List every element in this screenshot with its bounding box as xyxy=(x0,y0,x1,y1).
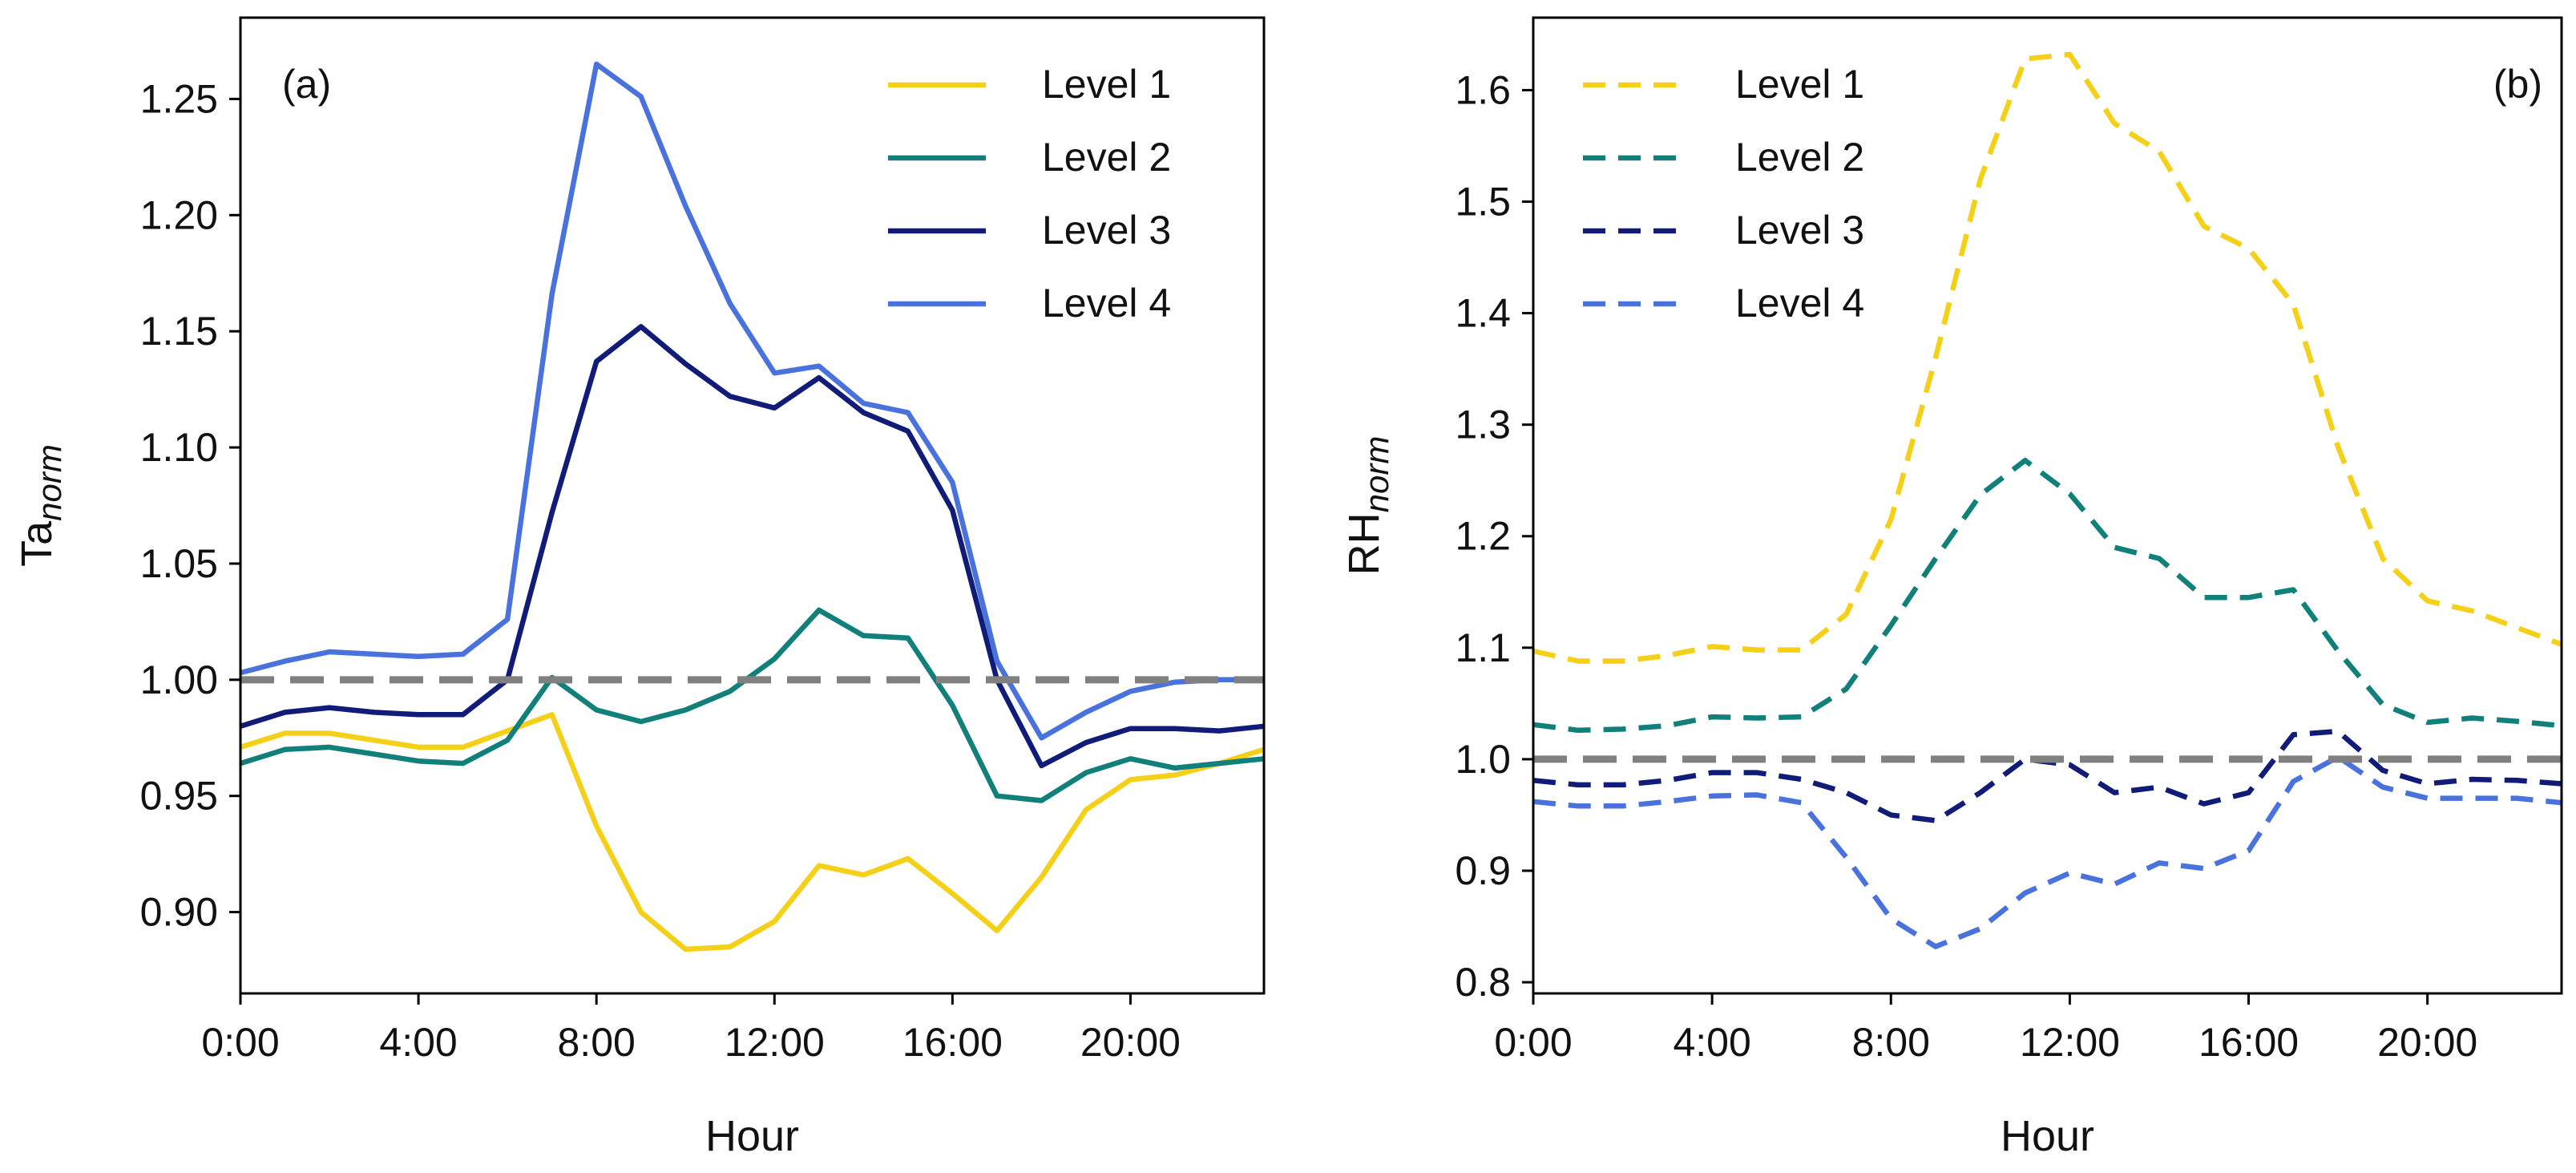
panel-b-y-axis-main: RH xyxy=(1340,512,1388,575)
panel-a-y-tick-label: 1.10 xyxy=(140,425,218,470)
panel-a-legend: Level 1 Level 2 Level 3 Level 4 xyxy=(888,62,1171,326)
panel-b-y-tick-label: 1.3 xyxy=(1455,402,1511,447)
panel-a-y-axis-sub: norm xyxy=(30,444,68,521)
panel-a-y-tick-label: 1.05 xyxy=(140,541,218,586)
panel-b-y-tick-label: 0.9 xyxy=(1455,848,1511,893)
panel-a-y-tick-label: 1.25 xyxy=(140,76,218,121)
panel-a-x-tick-label: 8:00 xyxy=(558,1020,636,1065)
panel-b-series-level-1 xyxy=(1532,51,2563,664)
panel-b-y-tick-label: 1.4 xyxy=(1455,291,1511,336)
panel-a-y-axis-title: Tanorm xyxy=(13,444,68,567)
panel-b-series-level-3 xyxy=(1532,728,2562,823)
panel-b-y-axis-sub: norm xyxy=(1358,436,1395,513)
panel-a-x-tick-label: 16:00 xyxy=(902,1020,1003,1065)
panel-b-x-tick-label: 4:00 xyxy=(1673,1020,1750,1065)
panel-a-label: (a) xyxy=(282,62,331,107)
panel-b-humidity-chart: 0:00 4:00 8:00 12:00 16:00 20:00 0.8 0.9 1.0 1.1 1… xyxy=(1340,16,2563,1160)
panel-a-series-level-4 xyxy=(240,61,1264,741)
panel-a-legend-label-level-1: Level 1 xyxy=(1042,62,1171,107)
panel-a-legend-label-level-2: Level 2 xyxy=(1042,135,1171,180)
panel-a-y-tick-label: 1.15 xyxy=(140,309,218,354)
panel-b-series-layer xyxy=(1532,51,2563,949)
panel-a-legend-label-level-3: Level 3 xyxy=(1042,208,1171,253)
panel-b-series-level-4 xyxy=(1532,754,2562,949)
panel-b-y-tick-label: 0.8 xyxy=(1455,960,1511,1005)
panel-b-x-tick-label: 20:00 xyxy=(2377,1020,2477,1065)
panel-a-x-axis-title: Hour xyxy=(705,1112,799,1160)
panel-b-x-tick-label: 16:00 xyxy=(2198,1020,2299,1065)
panel-a-temperature-chart: 0:00 4:00 8:00 12:00 16:00 20:00 0.90 0.95 1.00 1… xyxy=(13,16,1266,1160)
panel-b-x-tick-label: 8:00 xyxy=(1852,1020,1930,1065)
panel-a-y-tick-label: 1.20 xyxy=(140,192,218,237)
panel-b-x-axis-title: Hour xyxy=(2001,1112,2094,1160)
panel-a-y-tick-label: 1.00 xyxy=(140,657,218,702)
panel-b-y-tick-label: 1.6 xyxy=(1455,67,1511,112)
panel-b-legend-label-level-1: Level 1 xyxy=(1735,62,1864,107)
panel-a-series-level-2 xyxy=(240,607,1265,803)
panel-b-y-tick-label: 1.0 xyxy=(1455,737,1511,782)
panel-b-label: (b) xyxy=(2493,62,2542,107)
panel-b-y-tick-label: 1.1 xyxy=(1455,625,1511,670)
panel-b-y-tick-label: 1.5 xyxy=(1455,179,1511,224)
panel-a-x-tick-label: 20:00 xyxy=(1080,1020,1181,1065)
panel-b-y-axis-title: RHnorm xyxy=(1340,436,1395,576)
panel-b-x-tick-label: 12:00 xyxy=(2020,1020,2120,1065)
panel-b-x-tick-label: 0:00 xyxy=(1494,1020,1572,1065)
panel-b-ticks: 0:00 4:00 8:00 12:00 16:00 20:00 0.8 0.9 1.0 1.1 1… xyxy=(1455,67,2477,1065)
panel-a-series-level-1 xyxy=(240,712,1265,953)
panel-b-series-level-2 xyxy=(1532,457,2562,734)
panel-a-y-tick-label: 0.95 xyxy=(140,774,218,819)
panel-b-legend-label-level-4: Level 4 xyxy=(1735,281,1864,326)
panel-a-series-layer xyxy=(240,61,1265,953)
panel-a-series-level-3 xyxy=(240,324,1265,769)
panel-b-legend-label-level-2: Level 2 xyxy=(1735,135,1864,180)
panel-b-legend-label-level-3: Level 3 xyxy=(1735,208,1864,253)
panel-a-ticks: 0:00 4:00 8:00 12:00 16:00 20:00 0.90 0.95 1.00 1… xyxy=(140,76,1181,1065)
panel-b-y-tick-label: 1.2 xyxy=(1455,514,1511,559)
panel-a-plot-frame xyxy=(239,16,1266,995)
panel-a-y-tick-label: 0.90 xyxy=(140,890,218,935)
panel-b-legend: Level 1 Level 2 Level 3 Level 4 xyxy=(1583,62,1864,326)
panel-a-x-tick-label: 12:00 xyxy=(725,1020,825,1065)
panel-a-y-axis-main: Ta xyxy=(13,520,61,567)
panel-a-x-tick-label: 0:00 xyxy=(201,1020,279,1065)
panel-b-plot-frame xyxy=(1532,16,2563,995)
panel-a-legend-label-level-4: Level 4 xyxy=(1042,281,1171,326)
panel-a-x-tick-label: 4:00 xyxy=(379,1020,457,1065)
